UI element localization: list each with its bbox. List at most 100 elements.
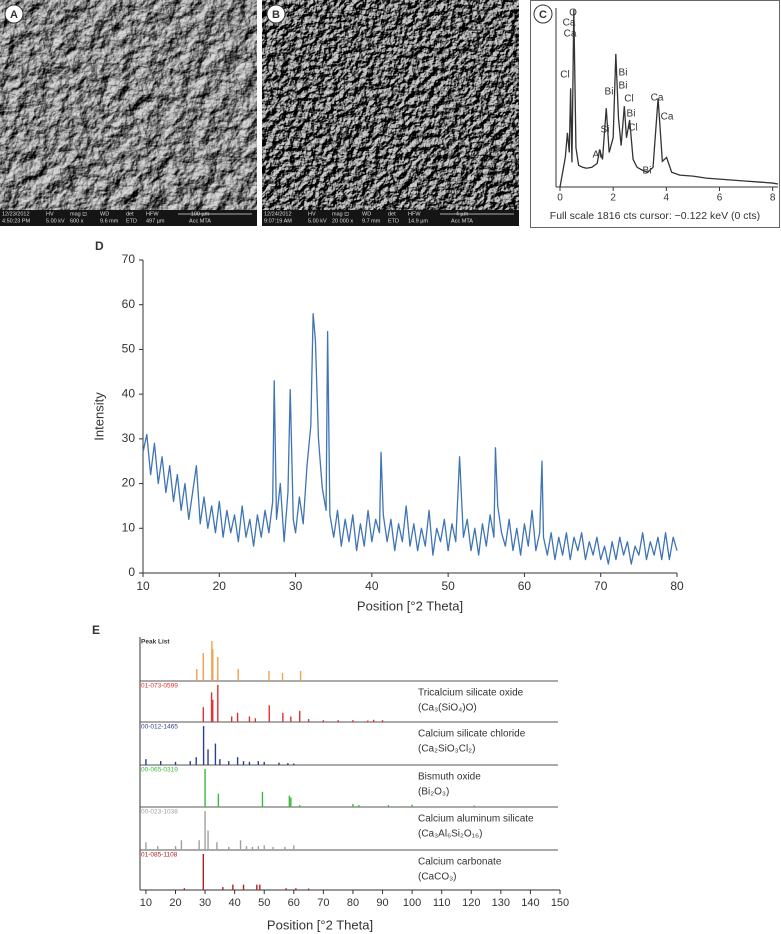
x-tick-label: 140 bbox=[521, 897, 539, 909]
x-tick-label: 90 bbox=[376, 897, 388, 909]
pattern-name: Calcium carbonate bbox=[418, 857, 502, 868]
x-tick-label: 4 bbox=[664, 193, 670, 204]
info-text: WD bbox=[100, 211, 109, 217]
pattern-code: 01-085-1108 bbox=[141, 852, 178, 859]
x-tick-label: 30 bbox=[199, 897, 211, 909]
x-tick-label: 100 bbox=[403, 897, 421, 909]
x-axis-label: Position [°2 Theta] bbox=[357, 598, 463, 613]
x-tick-label: 60 bbox=[288, 897, 300, 909]
peak-label: Cl bbox=[628, 123, 637, 134]
info-text: ETD bbox=[388, 218, 399, 224]
x-tick-label: 50 bbox=[258, 897, 270, 909]
info-text: HFW bbox=[146, 211, 159, 217]
info-text: ETD bbox=[126, 218, 137, 224]
x-tick-label: 150 bbox=[551, 897, 569, 909]
panel-label: D bbox=[95, 239, 104, 253]
peak-label: O bbox=[569, 8, 577, 19]
info-text: 20 000 x bbox=[332, 218, 353, 224]
pattern-formula: (Ca₃(SiO₄)O) bbox=[418, 703, 477, 714]
panel-label-badge bbox=[533, 4, 553, 24]
x-tick-label: 70 bbox=[594, 579, 608, 593]
panel-label: C bbox=[539, 9, 547, 21]
x-tick-label: 80 bbox=[347, 897, 359, 909]
x-tick-label: 20 bbox=[169, 897, 181, 909]
pattern-name: Peak List bbox=[141, 639, 170, 646]
peak-label: Al bbox=[593, 150, 602, 161]
info-text: Acc MTA bbox=[189, 218, 211, 224]
peak-label: Si bbox=[601, 125, 610, 136]
info-text: 600 x bbox=[70, 218, 84, 224]
y-tick-label: 0 bbox=[128, 565, 135, 579]
y-tick-label: 20 bbox=[122, 476, 136, 490]
info-text: mag ⊡ bbox=[332, 211, 349, 217]
info-text: 12/24/2012 bbox=[264, 211, 292, 217]
info-text: 9.6 mm bbox=[100, 218, 119, 224]
sem-image bbox=[0, 0, 257, 210]
x-tick-label: 10 bbox=[136, 579, 150, 593]
x-tick-label: 120 bbox=[462, 897, 480, 909]
info-text: 12/23/2012 bbox=[2, 211, 30, 217]
info-text: HV bbox=[46, 211, 54, 217]
panel-label-badge bbox=[266, 4, 286, 24]
info-text: 5.00 kV bbox=[308, 218, 327, 224]
y-tick-label: 60 bbox=[122, 297, 136, 311]
x-tick-label: 40 bbox=[365, 579, 379, 593]
panel-label: E bbox=[92, 623, 100, 637]
pattern-code: 00-023-1038 bbox=[141, 809, 178, 816]
info-text: HFW bbox=[408, 211, 421, 217]
info-text: 9.7 mm bbox=[362, 218, 381, 224]
x-tick-label: 60 bbox=[518, 579, 532, 593]
info-text: det bbox=[126, 211, 134, 217]
peak-label: Bi bbox=[619, 81, 628, 92]
pattern-formula: (Ca₂SiO₃Cl₂) bbox=[418, 744, 475, 755]
info-text: 497 µm bbox=[146, 218, 165, 224]
peak-label: Cl bbox=[560, 70, 569, 81]
y-tick-label: 40 bbox=[122, 386, 136, 400]
info-text: 14.9 µm bbox=[408, 218, 428, 224]
data-line bbox=[142, 313, 678, 565]
info-text: 4:50:23 PM bbox=[2, 218, 31, 224]
info-text: 9:07:19 AM bbox=[264, 218, 292, 224]
peak-label: Ca bbox=[563, 18, 576, 29]
y-tick-label: 50 bbox=[122, 342, 136, 356]
peak-label: Ca bbox=[651, 93, 664, 104]
peak-label: Bi bbox=[619, 68, 628, 79]
sem-image bbox=[262, 0, 519, 210]
peak-label: Bi bbox=[605, 87, 614, 98]
pattern-code: 00-065-0319 bbox=[141, 767, 178, 774]
x-tick-label: 20 bbox=[213, 579, 227, 593]
panel-label: B bbox=[272, 9, 280, 21]
x-tick-label: 80 bbox=[670, 579, 684, 593]
info-text: HV bbox=[308, 211, 316, 217]
info-text: 100 µm bbox=[191, 211, 210, 217]
x-tick-label: 40 bbox=[229, 897, 241, 909]
peak-label: Bi bbox=[627, 109, 636, 120]
peak-label: Bi bbox=[643, 166, 652, 177]
peak-label: Ca bbox=[661, 112, 674, 123]
info-text: det bbox=[388, 211, 396, 217]
x-tick-label: 6 bbox=[717, 193, 723, 204]
x-tick-label: 70 bbox=[317, 897, 329, 909]
peak-label: Ca bbox=[564, 29, 577, 40]
panel-label: A bbox=[10, 9, 18, 21]
x-tick-label: 8 bbox=[770, 193, 776, 204]
pattern-name: Calcium silicate chloride bbox=[418, 729, 526, 740]
y-tick-label: 10 bbox=[122, 520, 136, 534]
x-tick-label: 50 bbox=[441, 579, 455, 593]
y-tick-label: 70 bbox=[122, 252, 136, 266]
info-text: 5.00 kV bbox=[46, 218, 65, 224]
x-tick-label: 2 bbox=[610, 193, 616, 204]
y-axis-label: Intensity bbox=[91, 392, 106, 441]
pattern-code: 00-012-1465 bbox=[141, 724, 178, 731]
peak-label: Cl bbox=[624, 94, 633, 105]
info-text: mag ⊡ bbox=[70, 211, 87, 217]
pattern-formula: (CaCO₃) bbox=[418, 872, 457, 883]
y-tick-label: 30 bbox=[122, 431, 136, 445]
pattern-name: Calcium aluminum silicate bbox=[418, 814, 534, 825]
info-text: Acc MTA bbox=[451, 218, 473, 224]
x-tick-label: 110 bbox=[433, 897, 451, 909]
x-tick-label: 130 bbox=[492, 897, 510, 909]
pattern-formula: (Bi₂O₃) bbox=[418, 787, 449, 798]
